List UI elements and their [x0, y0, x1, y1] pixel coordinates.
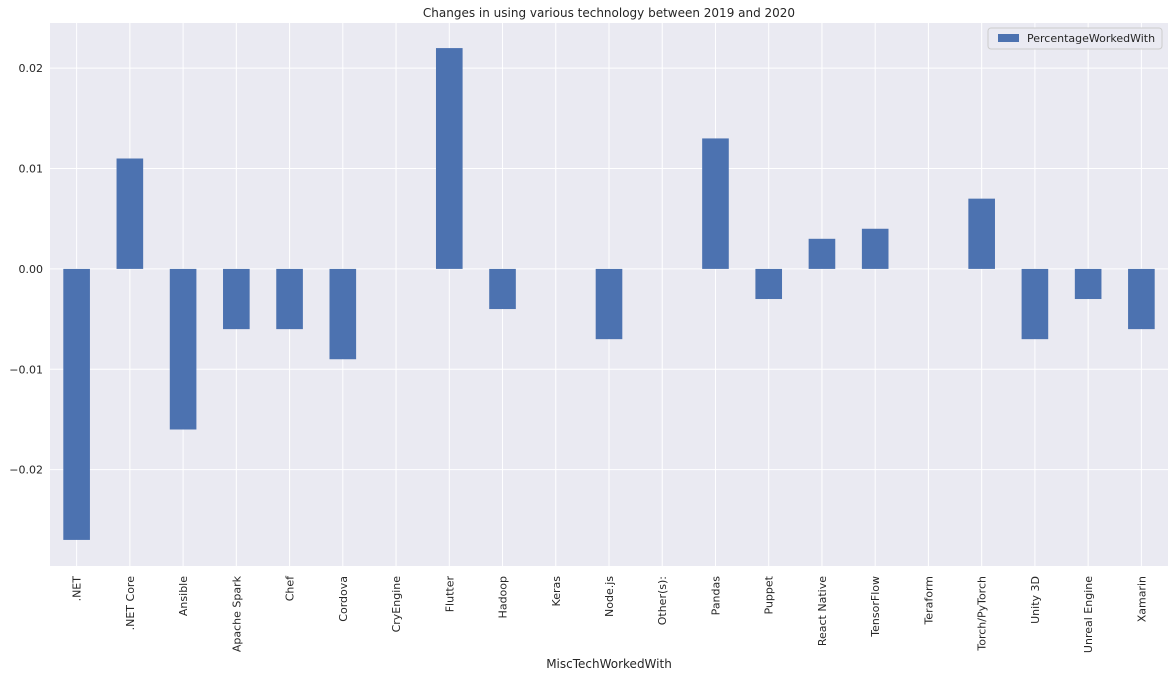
bar [1021, 268, 1049, 340]
bars [63, 48, 1155, 540]
x-tick-label: Unity 3D [1029, 576, 1042, 624]
x-tick-label: Keras [550, 576, 563, 607]
bar [1074, 268, 1102, 300]
x-axis-label: MiscTechWorkedWith [546, 657, 672, 671]
bar [755, 268, 783, 300]
y-tick-label: 0.00 [19, 263, 44, 276]
x-tick-label: Apache Spark [230, 575, 243, 652]
bar [595, 268, 623, 340]
bar [968, 198, 995, 269]
bar [63, 268, 90, 540]
x-tick-label: Ansible [177, 576, 190, 616]
legend-label: PercentageWorkedWith [1027, 32, 1155, 45]
bar [169, 268, 197, 430]
bar [489, 268, 516, 310]
y-tick-labels: 0.02 0.01 0.00 −0.01 −0.02 [9, 62, 43, 476]
x-tick-label: .NET Core [124, 576, 137, 631]
legend-box [987, 27, 1163, 50]
legend: PercentageWorkedWith [987, 27, 1163, 50]
x-tick-label: Cordova [337, 576, 350, 622]
bar [702, 138, 729, 269]
bar [1128, 268, 1155, 330]
bar [808, 238, 836, 269]
x-tick-label: CryEngine [390, 576, 403, 633]
bar [276, 268, 303, 330]
bar [223, 268, 250, 330]
x-tick-label: Chef [284, 575, 297, 601]
y-tick-label: −0.02 [9, 464, 43, 477]
x-tick-label: Torch/PyTorch [976, 576, 989, 652]
bar [116, 158, 144, 269]
bar [861, 228, 889, 269]
x-tick-label: Teraform [922, 576, 935, 626]
x-tick-label: Unreal Engine [1082, 576, 1095, 653]
x-tick-label: Hadoop [497, 576, 510, 618]
y-tick-label: 0.01 [19, 163, 44, 176]
bar [435, 48, 463, 269]
x-tick-label: Pandas [709, 576, 722, 616]
chart-title: Changes in using various technology betw… [423, 6, 795, 20]
x-tick-label: Xamarin [1135, 576, 1148, 622]
bar [329, 268, 357, 360]
x-tick-label: Puppet [763, 575, 776, 614]
x-tick-labels: .NET .NET Core Ansible Apache Spark Chef Cord… [71, 575, 1149, 653]
x-tick-label: React Native [816, 576, 829, 646]
y-tick-label: 0.02 [19, 62, 44, 75]
legend-swatch [998, 34, 1019, 42]
x-tick-label: .NET [71, 576, 84, 602]
y-tick-label: −0.01 [9, 363, 43, 376]
x-tick-label: Other(s): [656, 576, 669, 625]
x-tick-label: TensorFlow [869, 576, 882, 638]
x-tick-label: Flutter [443, 576, 456, 613]
x-tick-label: Node.js [603, 576, 616, 617]
